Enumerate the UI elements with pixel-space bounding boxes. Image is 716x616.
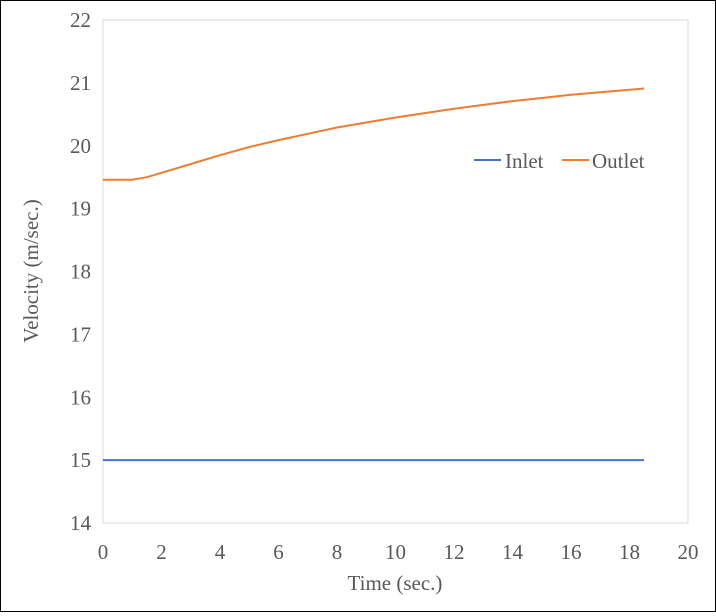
plot-area — [102, 19, 689, 524]
y-axis-title: Velocity (m/sec.) — [19, 199, 43, 342]
x-axis-title: Time (sec.) — [348, 571, 443, 595]
x-tick-labels: 0 2 4 6 8 10 12 14 16 18 20 — [98, 540, 699, 564]
legend: Inlet Outlet — [474, 149, 645, 173]
y-tick-label: 22 — [70, 8, 91, 32]
y-tick-label: 20 — [70, 134, 91, 158]
series-lines — [103, 87, 645, 462]
y-tick-label: 21 — [70, 71, 91, 95]
x-tick-label: 12 — [444, 540, 465, 564]
x-tick-label: 0 — [98, 540, 109, 564]
x-tick-label: 6 — [273, 540, 284, 564]
y-tick-label: 19 — [70, 197, 91, 221]
x-tick-label: 8 — [332, 540, 343, 564]
y-tick-label: 15 — [70, 448, 91, 472]
x-tick-label: 20 — [678, 540, 699, 564]
x-tick-label: 18 — [619, 540, 640, 564]
x-tick-label: 2 — [156, 540, 167, 564]
x-tick-label: 10 — [385, 540, 406, 564]
series-line-outlet — [103, 87, 645, 181]
y-tick-label: 16 — [70, 385, 91, 409]
y-tick-label: 18 — [70, 260, 91, 284]
legend-label-outlet: Outlet — [592, 149, 645, 173]
y-tick-label: 14 — [70, 511, 92, 535]
legend-label-inlet: Inlet — [505, 149, 544, 173]
x-tick-label: 16 — [561, 540, 582, 564]
y-tick-label: 17 — [70, 322, 91, 346]
y-tick-labels: 14 15 16 17 18 19 20 21 22 — [70, 8, 92, 535]
x-tick-label: 4 — [215, 540, 226, 564]
x-tick-label: 14 — [502, 540, 524, 564]
